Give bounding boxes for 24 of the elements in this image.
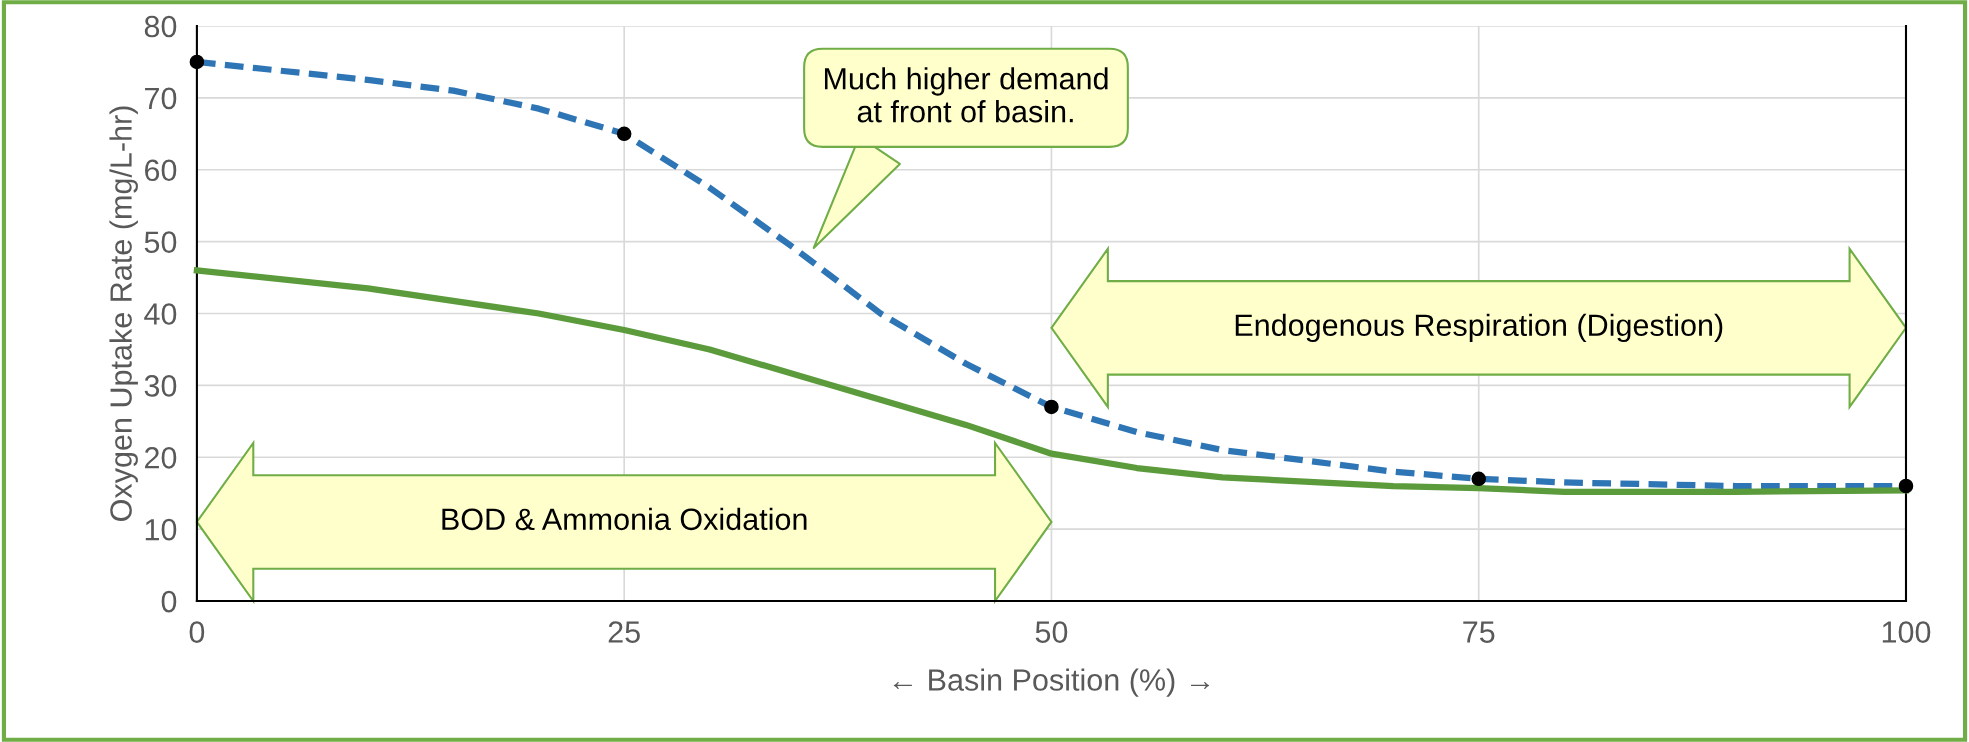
y-tick-label: 70	[145, 87, 177, 110]
x-tick-label: 25	[608, 621, 640, 643]
point	[1471, 471, 1487, 487]
y-tick-label: 0	[161, 590, 177, 613]
y-tick-label: 40	[144, 303, 177, 325]
point	[1898, 478, 1914, 494]
point	[616, 126, 632, 142]
annotation: BOD & Ammonia Oxidation	[442, 507, 807, 531]
x-tick-label: 0	[189, 621, 205, 643]
x-axis-title: ← Basin Position (%) →	[893, 668, 1210, 697]
x-tick-label: 75	[1463, 621, 1495, 643]
y-axis-title: Oxygen Uptake Rate (mg/L-hr)	[109, 106, 138, 521]
y-tick-label: 60	[145, 159, 177, 182]
point	[1044, 399, 1059, 415]
y-tick-label: 50	[144, 231, 177, 253]
x-tick-label: 100	[1882, 621, 1931, 643]
point	[189, 54, 205, 70]
annotation: Much higher demand at front of basin.	[824, 67, 1108, 123]
x-tick-label: 50	[1035, 621, 1068, 643]
annotation: Endogenous Respiration (Digestion)	[1235, 313, 1723, 343]
y-tick-label: 10	[145, 518, 177, 541]
y-tick-label: 20	[145, 446, 177, 469]
y-tick-label: 80	[144, 15, 177, 38]
y-tick-label: 30	[144, 375, 177, 397]
